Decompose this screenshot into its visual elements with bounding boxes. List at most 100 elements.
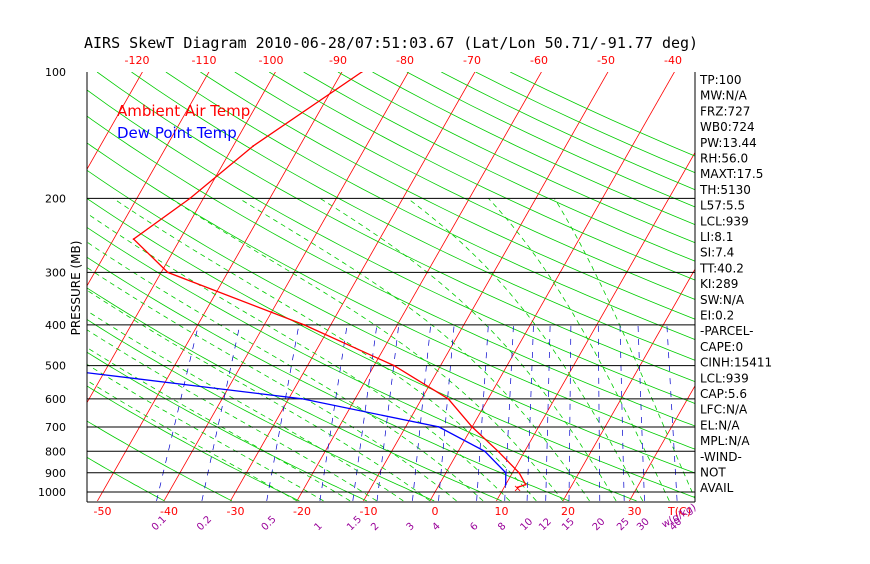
index-label: PW:13.44: [700, 136, 757, 150]
index-label: KI:289: [700, 277, 738, 291]
mixing-ratio-line: [320, 325, 347, 501]
bottom-tick-label: 30: [628, 505, 642, 518]
mixing-ratio-line: [412, 325, 430, 501]
y-tick-label: 300: [45, 266, 66, 279]
temp-point: [525, 484, 527, 486]
legend-temp: Ambient Air Temp: [117, 102, 250, 120]
temp-point: [361, 71, 363, 73]
index-label: SW:N/A: [700, 293, 745, 307]
y-tick-label: 1000: [38, 486, 66, 499]
y-tick-label: 800: [45, 445, 66, 458]
y-tick-label: 700: [45, 421, 66, 434]
mixing-ratio-line: [638, 325, 644, 501]
index-label: TT:40.2: [699, 261, 744, 275]
dewpoint-point: [301, 398, 303, 400]
index-label: -WIND-: [700, 450, 742, 464]
top-tick-label: -70: [463, 54, 481, 67]
index-label: NOT: [700, 466, 726, 480]
mixing-ratio-label: 12: [537, 516, 554, 533]
index-label: LFC:N/A: [700, 403, 748, 417]
index-label: MPL:N/A: [700, 434, 750, 448]
index-label: CAP:5.6: [700, 387, 747, 401]
dry-adiabat-line: [373, 72, 870, 501]
dry-adiabat-line: [132, 72, 870, 501]
chart-title: AIRS SkewT Diagram 2010-06-28/07:51:03.6…: [84, 34, 698, 52]
y-tick-label: 900: [45, 467, 66, 480]
temp-point: [393, 365, 395, 367]
isotherm-line: [563, 63, 813, 501]
y-tick-label: 400: [45, 319, 66, 332]
mixing-ratio-label: 15: [560, 516, 577, 533]
isotherm-line: [829, 63, 870, 501]
moist-adiabat-line: [320, 198, 616, 501]
temp-point: [471, 426, 473, 428]
top-tick-label: -60: [530, 54, 548, 67]
mixing-ratio-label: 0.5: [260, 514, 279, 533]
index-label: CINH:15411: [700, 356, 772, 370]
mixing-ratio-label: 30: [635, 516, 652, 533]
temp-point: [518, 472, 520, 474]
dewpoint-point: [27, 365, 29, 367]
top-tick-label: -50: [597, 54, 615, 67]
mixing-ratio-label: 6: [468, 521, 480, 533]
y-axis-label: PRESSURE (MB): [69, 241, 83, 336]
temp-point: [497, 450, 499, 452]
mixing-ratio-label: 0.2: [195, 514, 214, 533]
mixing-ratio-line: [598, 325, 599, 501]
mixing-ratio-label: 1: [312, 521, 324, 533]
mixing-ratio-label: 3: [405, 521, 417, 533]
index-label: -PARCEL-: [700, 324, 754, 338]
dry-adiabat-line: [510, 72, 870, 501]
surface-marker: ×: [513, 483, 521, 494]
mixing-ratio-label: 20: [591, 516, 608, 533]
y-tick-label: 500: [45, 360, 66, 373]
temp-point: [252, 145, 254, 147]
index-label: MAXT:17.5: [700, 167, 763, 181]
top-tick-label: -120: [125, 54, 150, 67]
dry-adiabat-line: [407, 72, 870, 501]
mixing-ratio-label: 8: [496, 521, 508, 533]
mixing-ratio-line: [202, 325, 240, 501]
dry-adiabat-line: [0, 72, 569, 501]
mixing-ratio-line: [267, 325, 299, 501]
isotherm-line: [0, 63, 15, 501]
index-label: SI:7.4: [700, 246, 734, 260]
bottom-tick-label: 10: [495, 505, 509, 518]
legend-dewpoint: Dew Point Temp: [117, 124, 237, 142]
index-label: EL:N/A: [700, 418, 740, 432]
mixing-ratio-line: [377, 325, 399, 501]
moist-adiabat-line: [25, 198, 483, 501]
temp-point: [447, 398, 449, 400]
top-tick-label: -110: [192, 54, 217, 67]
dewpoint-point: [505, 472, 507, 474]
index-label: AVAIL: [700, 481, 734, 495]
index-label: EI:0.2: [700, 309, 734, 323]
mixing-ratio-line: [620, 325, 624, 501]
index-label: LI:8.1: [700, 230, 733, 244]
bottom-tick-label: 20: [561, 505, 575, 518]
isotherm-line: [297, 63, 547, 501]
top-tick-label: -100: [259, 54, 284, 67]
index-label: CAPE:0: [700, 340, 743, 354]
mixing-ratio-label: 2: [369, 521, 381, 533]
moist-adiabat-line: [488, 198, 669, 501]
dewpoint-point: [438, 426, 440, 428]
dewpoint-point: [505, 484, 507, 486]
isotherm-line: [363, 63, 613, 501]
temp-point: [303, 324, 305, 326]
y-tick-label: 600: [45, 393, 66, 406]
dry-adiabat-line: [269, 72, 870, 501]
temp-point: [189, 198, 191, 200]
top-tick-label: -90: [329, 54, 347, 67]
temp-point: [167, 272, 169, 274]
bottom-tick-label: -50: [94, 505, 112, 518]
dewpoint-point: [484, 450, 486, 452]
bottom-tick-label: -30: [227, 505, 245, 518]
top-tick-label: -40: [664, 54, 682, 67]
moist-adiabat-line: [554, 198, 696, 501]
index-label: TP:100: [699, 73, 742, 87]
bottom-tick-label: 0: [432, 505, 439, 518]
top-tick-label: -80: [396, 54, 414, 67]
